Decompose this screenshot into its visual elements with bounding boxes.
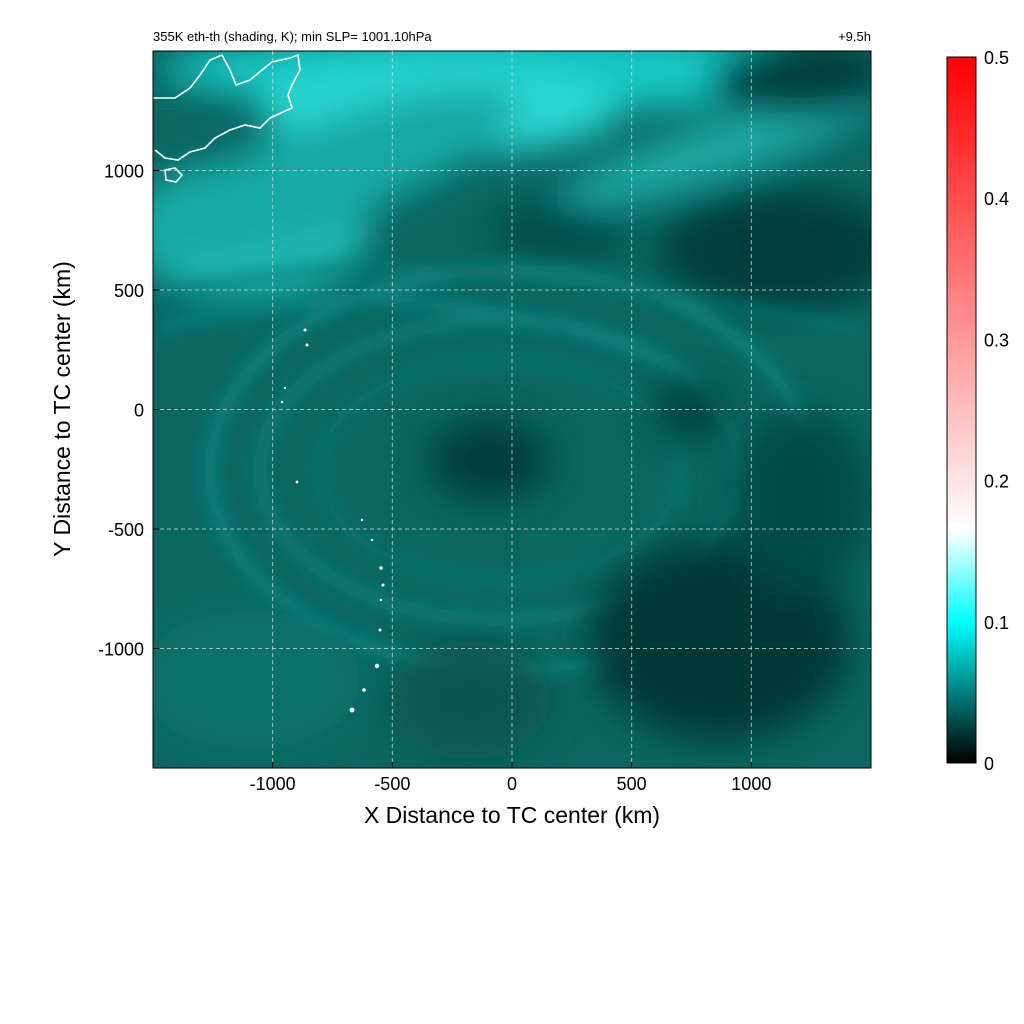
chart-title-left: 355K eth-th (shading, K); min SLP= 1001.… <box>153 29 432 44</box>
heatmap-field <box>153 51 871 768</box>
colorbar-tick-label: 0.3 <box>984 330 1009 350</box>
colorbar-tick-label: 0.5 <box>984 48 1009 68</box>
y-axis-label: Y Distance to TC center (km) <box>49 261 75 557</box>
y-tick-label: -500 <box>108 520 144 540</box>
colorbar <box>946 56 977 764</box>
colorbar-tick-label: 0.1 <box>984 613 1009 633</box>
x-tick-label: 500 <box>617 774 647 794</box>
y-tick-label: 0 <box>134 401 144 421</box>
grid-lines <box>153 51 871 768</box>
y-tick-label: 1000 <box>104 162 144 182</box>
y-tick-label: -1000 <box>98 640 144 660</box>
x-axis-ticks: -1000 -500 0 500 1000 <box>250 762 771 794</box>
chart-title-right: +9.5h <box>838 29 871 44</box>
colorbar-tick-label: 0.2 <box>984 472 1009 492</box>
x-axis-label: X Distance to TC center (km) <box>364 802 660 828</box>
x-tick-label: 0 <box>507 774 517 794</box>
y-axis-ticks: -1000 -500 0 500 1000 <box>98 162 159 660</box>
x-tick-label: -500 <box>374 774 410 794</box>
x-tick-label: -1000 <box>250 774 296 794</box>
colorbar-tick-label: 0 <box>984 754 994 774</box>
x-tick-label: 1000 <box>731 774 771 794</box>
colorbar-tick-label: 0.4 <box>984 189 1009 209</box>
colorbar-ticks: 0 0.1 0.2 0.3 0.4 0.5 <box>984 48 1009 774</box>
y-tick-label: 500 <box>114 281 144 301</box>
